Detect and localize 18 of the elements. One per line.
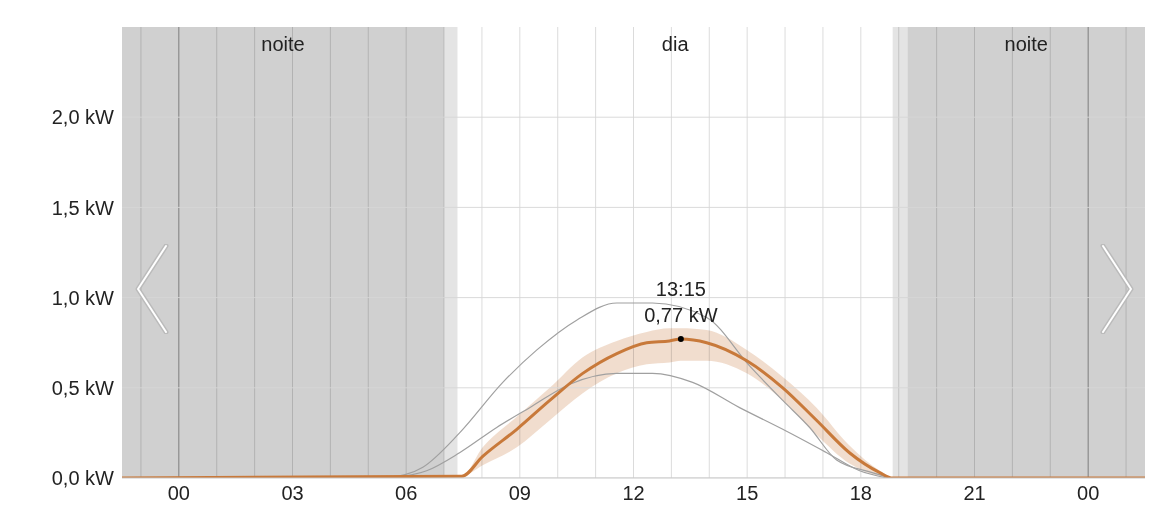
- x-tick-label: 00: [167, 482, 190, 505]
- y-tick-label: 1,0 kW: [51, 286, 115, 309]
- y-tick-label: 0,0 kW: [51, 467, 115, 490]
- band-label: noite: [261, 33, 305, 56]
- y-tick-label: 2,0 kW: [51, 106, 115, 129]
- band-label: noite: [1004, 33, 1048, 56]
- x-tick-label: 00: [1077, 482, 1100, 505]
- x-tick-label: 12: [622, 482, 645, 505]
- y-tick-label: 1,5 kW: [51, 196, 115, 219]
- x-tick-label: 18: [849, 482, 872, 505]
- x-tick-label: 03: [281, 482, 304, 505]
- x-tick-label: 09: [508, 482, 531, 505]
- x-tick-label: 15: [736, 482, 759, 505]
- y-tick-label: 0,5 kW: [51, 376, 115, 399]
- band-label: dia: [661, 33, 690, 56]
- annotation: 13:15 0,77 kW: [644, 278, 718, 327]
- x-tick-label: 06: [395, 482, 418, 505]
- x-tick-label: 21: [963, 482, 986, 505]
